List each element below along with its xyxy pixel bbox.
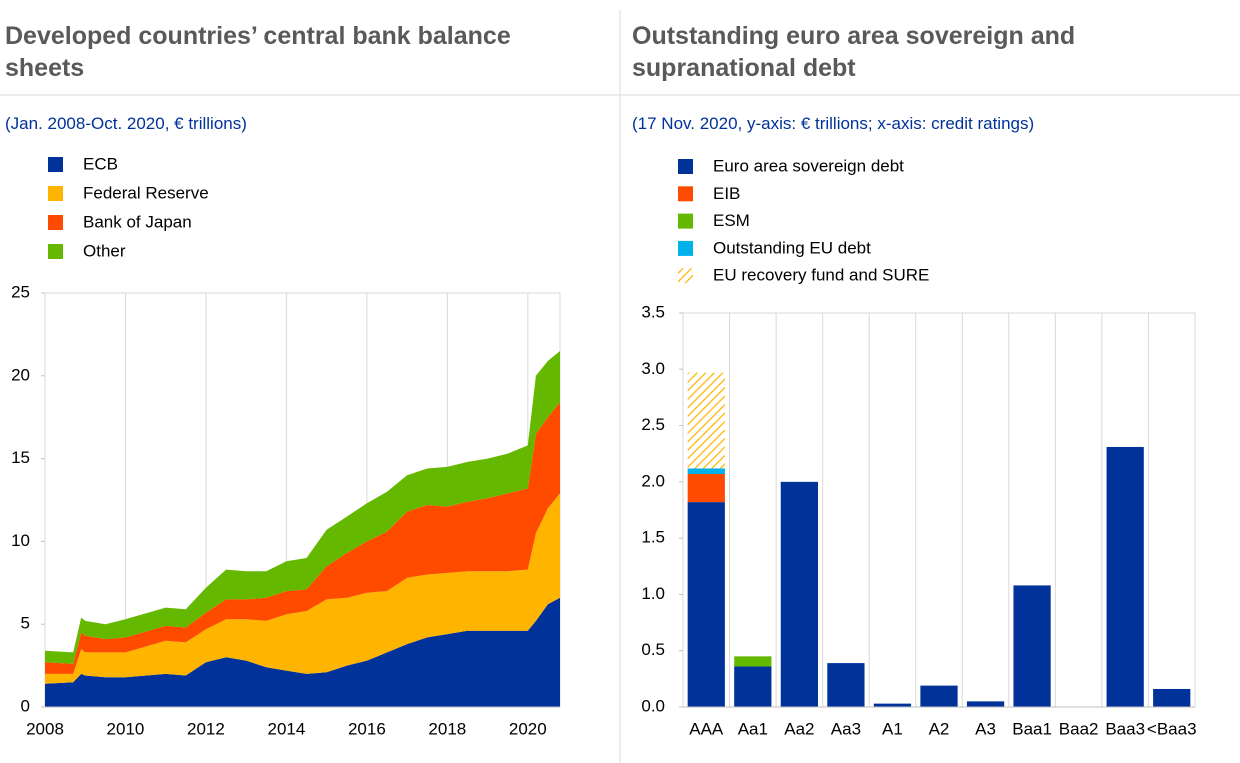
legend-label: Outstanding EU debt xyxy=(713,238,871,257)
legend-label: ECB xyxy=(83,154,118,173)
x-tick-label: 2008 xyxy=(26,719,64,738)
x-tick-label: 2020 xyxy=(509,719,547,738)
y-tick-label: 10 xyxy=(11,531,30,550)
legend-swatch xyxy=(678,240,693,256)
y-tick-label: 25 xyxy=(11,282,30,301)
y-tick-label: 0.0 xyxy=(641,696,665,715)
y-tick-label: 0 xyxy=(21,696,30,715)
bar xyxy=(780,481,818,707)
y-tick-label: 5 xyxy=(21,614,30,633)
area xyxy=(45,351,560,664)
y-tick-label: 15 xyxy=(11,448,30,467)
chart-title: Developed countries’ central bank balanc… xyxy=(5,22,511,82)
x-tick-label: Baa1 xyxy=(1012,719,1052,738)
bar xyxy=(1106,446,1144,707)
chart-title: Outstanding euro area sovereign and supr… xyxy=(632,22,1076,82)
bar xyxy=(873,703,912,707)
legend-swatch xyxy=(678,186,693,202)
y-tick-label: 1.0 xyxy=(641,584,665,603)
legend-swatch xyxy=(48,215,63,230)
legend-swatch xyxy=(48,186,63,201)
bar xyxy=(687,473,725,503)
x-tick-label: Baa3 xyxy=(1105,719,1145,738)
legend-label: Other xyxy=(83,241,126,260)
bar xyxy=(687,502,725,707)
legend-swatch xyxy=(48,244,63,259)
bar xyxy=(687,372,725,469)
bar xyxy=(920,685,958,707)
chart-subtitle: (17 Nov. 2020, y-axis: € trillions; x-ax… xyxy=(632,114,1035,133)
area xyxy=(45,493,560,684)
x-tick-label: Aa1 xyxy=(738,719,768,738)
y-tick-label: 3.0 xyxy=(641,359,665,378)
bar xyxy=(966,701,1005,707)
y-tick-label: 2.0 xyxy=(641,471,665,490)
bar xyxy=(1153,688,1191,707)
legend-swatch xyxy=(678,159,693,174)
bar xyxy=(734,666,772,707)
chart-subtitle: (Jan. 2008-Oct. 2020, € trillions) xyxy=(5,114,247,133)
x-tick-label: 2010 xyxy=(107,719,145,738)
x-tick-label: A1 xyxy=(882,719,903,738)
bar xyxy=(687,468,725,474)
y-tick-label: 0.5 xyxy=(641,640,665,659)
bar xyxy=(1013,585,1051,707)
legend-label: EIB xyxy=(713,184,740,203)
legend-swatch xyxy=(678,213,693,229)
area xyxy=(45,402,560,674)
area xyxy=(45,597,560,707)
x-tick-label: Aa3 xyxy=(831,719,861,738)
legend-swatch xyxy=(678,268,693,284)
legend-label: EU recovery fund and SURE xyxy=(713,266,929,285)
legend-label: Bank of Japan xyxy=(83,212,192,231)
legend-label: ESM xyxy=(713,211,750,230)
x-tick-label: AAA xyxy=(689,719,724,738)
bar xyxy=(827,663,865,707)
y-tick-label: 1.5 xyxy=(641,528,665,547)
y-tick-label: 20 xyxy=(11,365,30,384)
y-tick-label: 3.5 xyxy=(641,302,665,321)
x-tick-label: 2014 xyxy=(267,719,305,738)
x-tick-label: <Baa3 xyxy=(1147,719,1197,738)
x-tick-label: A3 xyxy=(975,719,996,738)
y-tick-label: 2.5 xyxy=(641,415,665,434)
x-tick-label: 2018 xyxy=(428,719,466,738)
x-tick-label: A2 xyxy=(929,719,950,738)
x-tick-label: Aa2 xyxy=(784,719,814,738)
x-tick-label: Baa2 xyxy=(1059,719,1099,738)
x-tick-label: 2016 xyxy=(348,719,386,738)
legend-label: Euro area sovereign debt xyxy=(713,156,904,175)
legend-swatch xyxy=(48,157,63,172)
x-tick-label: 2012 xyxy=(187,719,225,738)
bar xyxy=(734,656,772,667)
legend-label: Federal Reserve xyxy=(83,183,209,202)
